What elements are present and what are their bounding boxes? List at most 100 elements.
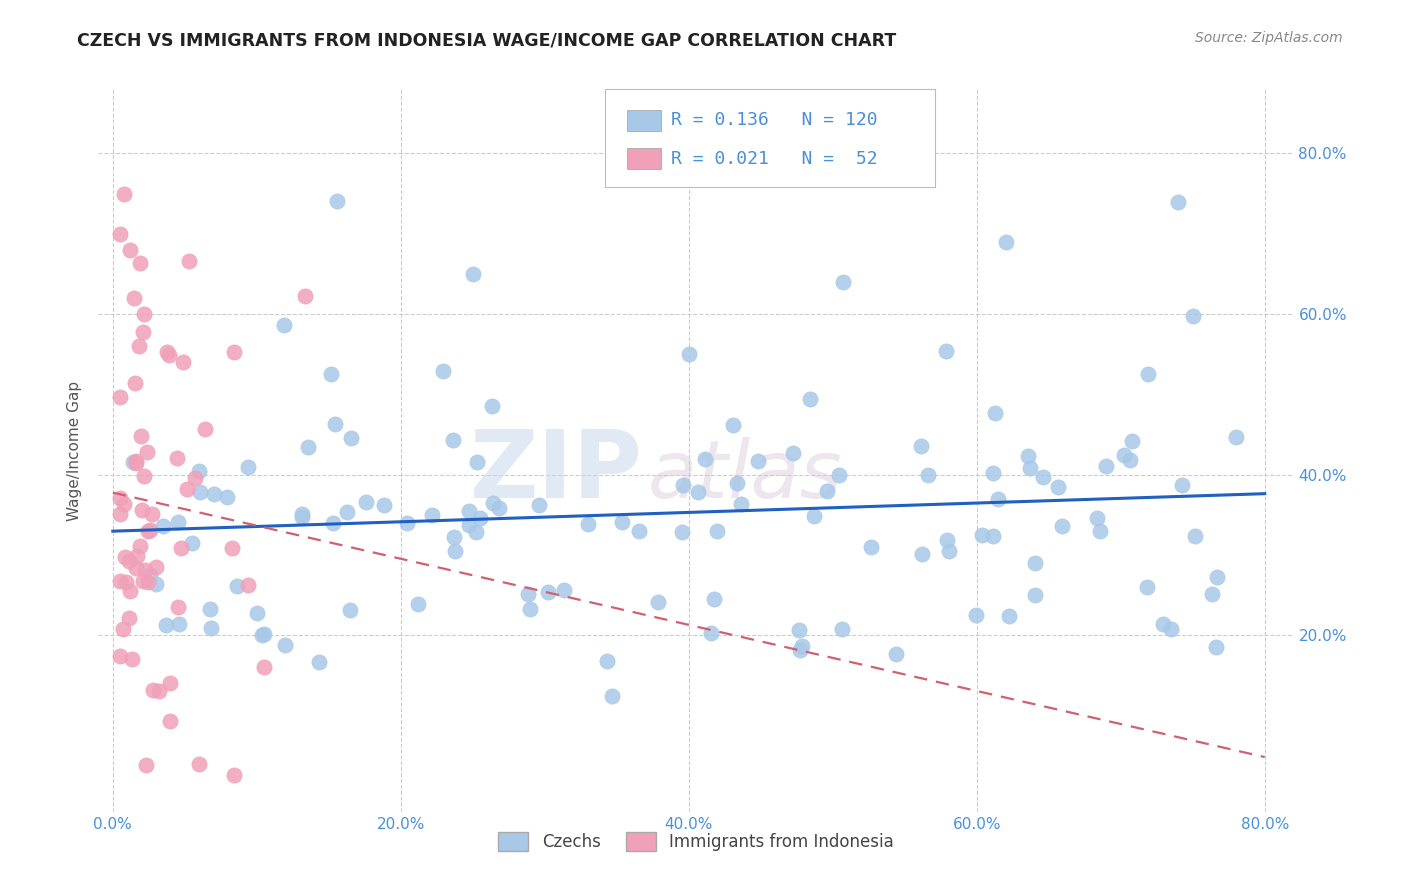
Point	[273, 318, 295, 332]
Point	[1050, 519, 1073, 533]
Point	[458, 504, 481, 518]
Point	[1032, 470, 1054, 484]
Point	[139, 568, 162, 582]
Point	[481, 495, 503, 509]
Point	[827, 468, 849, 483]
Point	[222, 344, 245, 359]
Point	[458, 518, 481, 533]
Point	[129, 429, 152, 443]
Point	[169, 616, 191, 631]
Legend: Czechs, Immigrants from Indonesia: Czechs, Immigrants from Indonesia	[492, 825, 900, 857]
Point	[125, 549, 148, 563]
Point	[141, 507, 163, 521]
Point	[120, 243, 142, 257]
Point	[200, 621, 222, 635]
Point	[725, 475, 748, 490]
Point	[125, 456, 148, 470]
Point	[831, 622, 853, 636]
Point	[1024, 588, 1046, 602]
Point	[441, 433, 464, 447]
Text: R = 0.136   N = 120: R = 0.136 N = 120	[671, 112, 877, 129]
Point	[432, 364, 454, 378]
Point	[132, 574, 155, 588]
Point	[326, 194, 349, 209]
Point	[789, 643, 811, 657]
Point	[596, 654, 619, 668]
Point	[1024, 556, 1046, 570]
Point	[159, 676, 181, 690]
Point	[323, 417, 346, 432]
Point	[470, 511, 492, 525]
Point	[172, 355, 194, 369]
Point	[1118, 453, 1140, 467]
Point	[803, 508, 825, 523]
Point	[1225, 430, 1247, 444]
Point	[135, 445, 157, 459]
Point	[1171, 478, 1194, 492]
Point	[1046, 480, 1069, 494]
Point	[461, 267, 484, 281]
Point	[406, 597, 429, 611]
Point	[221, 541, 243, 555]
Point	[1121, 434, 1143, 449]
Point	[112, 186, 135, 201]
Point	[693, 452, 716, 467]
Point	[108, 574, 131, 588]
Point	[181, 536, 204, 550]
Point	[444, 544, 467, 558]
Point	[527, 498, 550, 512]
Point	[108, 390, 131, 404]
Point	[1205, 570, 1227, 584]
Point	[291, 507, 314, 521]
Point	[1018, 461, 1040, 475]
Point	[703, 591, 725, 606]
Point	[516, 587, 538, 601]
Point	[488, 501, 510, 516]
Point	[688, 484, 710, 499]
Point	[291, 509, 314, 524]
Point	[246, 606, 269, 620]
Point	[911, 547, 934, 561]
Point	[145, 577, 167, 591]
Point	[187, 464, 209, 478]
Point	[832, 275, 855, 289]
Point	[131, 503, 153, 517]
Point	[1088, 524, 1111, 539]
Point	[184, 471, 207, 485]
Point	[170, 541, 193, 556]
Point	[465, 455, 488, 469]
Point	[157, 348, 180, 362]
Point	[139, 523, 162, 537]
Point	[354, 495, 377, 509]
Point	[910, 438, 932, 452]
Text: R = 0.021   N =  52: R = 0.021 N = 52	[671, 150, 877, 168]
Point	[108, 648, 131, 663]
Point	[132, 468, 155, 483]
Point	[111, 622, 134, 636]
Point	[396, 516, 419, 530]
Point	[166, 599, 188, 614]
Point	[115, 575, 138, 590]
Point	[128, 539, 150, 553]
Point	[799, 392, 821, 406]
Point	[322, 516, 344, 531]
Point	[167, 516, 190, 530]
Point	[1201, 586, 1223, 600]
Point	[136, 575, 159, 590]
Point	[1160, 622, 1182, 636]
Point	[222, 768, 245, 782]
Point	[671, 525, 693, 540]
Point	[125, 454, 148, 468]
Point	[1017, 449, 1039, 463]
Point	[117, 554, 139, 568]
Point	[981, 467, 1004, 481]
Point	[628, 524, 651, 538]
Point	[112, 497, 135, 511]
Point	[215, 490, 238, 504]
Point	[420, 508, 443, 522]
Point	[553, 582, 575, 597]
Point	[121, 652, 143, 666]
Point	[938, 543, 960, 558]
Point	[274, 638, 297, 652]
Point	[125, 561, 148, 575]
